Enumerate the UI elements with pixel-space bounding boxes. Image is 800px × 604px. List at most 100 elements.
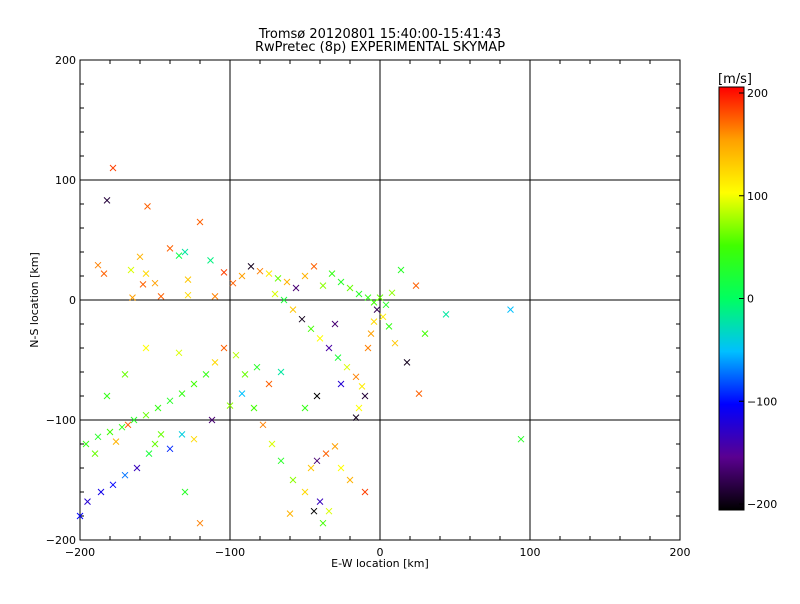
y-tick-label: −100 [46, 414, 76, 427]
data-point [124, 421, 132, 429]
data-point [289, 476, 297, 484]
data-point [133, 464, 141, 472]
y-tick-label: −200 [46, 534, 76, 547]
x-tick-label: −200 [65, 546, 95, 559]
data-points [76, 164, 525, 527]
data-point [142, 344, 150, 352]
data-point [211, 359, 219, 366]
data-point [265, 270, 273, 277]
colorbar-tick-label: −200 [747, 498, 777, 511]
data-point [310, 507, 318, 515]
data-point [232, 351, 240, 359]
data-point [166, 397, 174, 405]
data-point [259, 421, 267, 429]
data-point [382, 301, 390, 309]
data-point [313, 392, 321, 400]
data-point [190, 380, 198, 388]
data-point [181, 488, 189, 496]
data-point [142, 411, 150, 419]
data-point [274, 275, 282, 282]
colorbar-tick-label: 0 [747, 293, 754, 306]
data-point [208, 416, 216, 424]
data-point [421, 330, 429, 337]
data-point [106, 428, 114, 436]
data-point [397, 266, 405, 274]
data-point [364, 294, 372, 301]
data-point [517, 435, 525, 443]
data-point [298, 315, 306, 323]
data-point [358, 383, 366, 390]
data-point [241, 371, 249, 378]
data-point [355, 404, 363, 412]
data-point [91, 450, 99, 457]
data-point [367, 330, 375, 337]
data-point [157, 293, 165, 300]
y-axis-label: N-S location [km] [28, 252, 41, 348]
x-tick-label: −100 [215, 546, 245, 559]
data-point [352, 414, 360, 421]
data-point [322, 450, 330, 457]
data-point [280, 296, 288, 304]
data-point [145, 450, 153, 457]
data-point [346, 284, 354, 292]
data-point [109, 164, 117, 172]
data-point [256, 267, 264, 275]
data-point [136, 253, 144, 261]
y-tick-label: 200 [55, 54, 76, 67]
data-point [325, 507, 333, 515]
data-point [129, 294, 136, 301]
data-point [286, 510, 294, 517]
data-point [301, 272, 309, 280]
x-tick-label: 200 [670, 546, 691, 559]
data-point [507, 306, 514, 313]
data-point [109, 481, 117, 489]
grid-lines [80, 60, 680, 540]
data-point [412, 282, 420, 289]
data-point [328, 270, 336, 277]
data-point [370, 299, 378, 306]
data-point [154, 404, 162, 412]
data-point [196, 218, 204, 226]
data-point [442, 311, 450, 318]
data-point [121, 371, 129, 378]
data-point [184, 276, 192, 283]
data-point [343, 363, 351, 371]
data-point [127, 266, 135, 274]
data-point [388, 289, 396, 297]
data-point [301, 404, 309, 412]
data-point [207, 257, 214, 264]
y-tick-labels: −200 −100 0 100 200 [46, 54, 76, 547]
data-point [202, 371, 210, 378]
data-point [361, 392, 369, 400]
data-point [277, 368, 285, 376]
data-point [82, 440, 90, 448]
data-point [373, 306, 381, 313]
data-point [190, 435, 198, 443]
data-point [103, 392, 111, 400]
data-point [346, 476, 354, 484]
data-point [289, 306, 297, 313]
data-point [247, 263, 255, 270]
y-tick-label: 0 [69, 294, 76, 307]
data-point [379, 313, 387, 321]
data-point [220, 269, 228, 276]
data-point [292, 284, 300, 292]
x-tick-labels: −200 −100 0 100 200 [65, 546, 691, 559]
data-point [178, 390, 186, 397]
data-point [196, 519, 204, 527]
data-point [415, 390, 423, 397]
data-point [385, 323, 393, 330]
data-point [76, 512, 84, 520]
chart-title: Tromsø 20120801 15:40:00-15:41:43 [258, 27, 501, 42]
data-point [220, 344, 228, 352]
chart-subtitle: RwPretec (8p) EXPERIMENTAL SKYMAP [255, 40, 505, 55]
data-point [316, 335, 324, 342]
data-point [253, 363, 261, 371]
data-point [301, 488, 309, 496]
data-point [331, 320, 339, 328]
data-point [181, 248, 189, 256]
data-point [157, 431, 165, 438]
data-point [211, 293, 219, 300]
